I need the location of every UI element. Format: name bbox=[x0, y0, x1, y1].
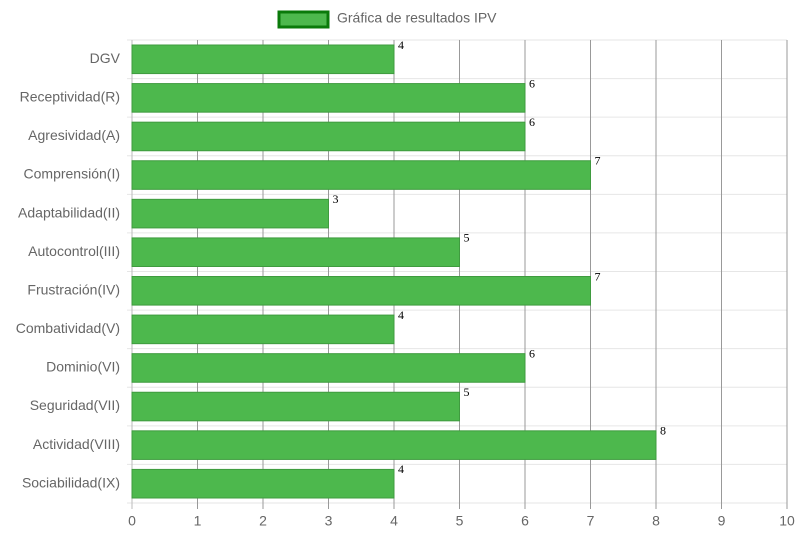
y-tick-label: Sociabilidad(IX) bbox=[22, 474, 120, 490]
y-tick-label: Frustración(IV) bbox=[27, 281, 120, 297]
data-label: 6 bbox=[529, 115, 535, 129]
y-tick-label: DGV bbox=[90, 50, 121, 66]
legend-label[interactable]: Gráfica de resultados IPV bbox=[337, 10, 497, 26]
x-tick-label: 1 bbox=[194, 513, 202, 529]
data-label: 4 bbox=[398, 38, 404, 52]
x-tick-label: 3 bbox=[325, 513, 333, 529]
x-tick-label: 10 bbox=[779, 513, 795, 529]
x-tick-label: 2 bbox=[259, 513, 267, 529]
bar bbox=[131, 314, 395, 345]
data-label: 5 bbox=[464, 231, 470, 245]
data-label: 6 bbox=[529, 346, 535, 360]
y-tick-label: Comprensión(I) bbox=[24, 166, 120, 182]
x-tick-label: 6 bbox=[521, 513, 529, 529]
legend-swatch[interactable] bbox=[277, 10, 330, 29]
data-label: 7 bbox=[595, 154, 601, 168]
y-tick-label: Receptividad(R) bbox=[20, 89, 120, 105]
bar bbox=[131, 353, 526, 383]
data-label: 4 bbox=[398, 308, 404, 322]
bar bbox=[131, 198, 329, 229]
data-label: 5 bbox=[464, 385, 470, 399]
y-tick-label: Actividad(VIII) bbox=[33, 436, 120, 452]
x-tick-label: 4 bbox=[390, 513, 398, 529]
x-tick-label: 8 bbox=[652, 513, 660, 529]
bar bbox=[131, 83, 526, 113]
bar bbox=[131, 121, 526, 152]
data-label: 4 bbox=[398, 462, 404, 476]
bar bbox=[131, 391, 460, 422]
y-tick-label: Autocontrol(III) bbox=[28, 243, 120, 259]
bar bbox=[131, 276, 591, 306]
x-tick-label: 7 bbox=[587, 513, 595, 529]
data-label: 8 bbox=[660, 424, 666, 438]
data-label: 3 bbox=[333, 192, 339, 206]
data-label: 6 bbox=[529, 76, 535, 90]
data-label: 7 bbox=[595, 269, 601, 283]
x-tick-label: 9 bbox=[718, 513, 726, 529]
x-tick-label: 0 bbox=[128, 513, 136, 529]
x-tick-label: 5 bbox=[456, 513, 464, 529]
y-tick-label: Combatividad(V) bbox=[16, 320, 120, 336]
bar bbox=[131, 237, 460, 268]
bar bbox=[131, 430, 657, 460]
y-tick-label: Agresividad(A) bbox=[28, 127, 120, 143]
y-tick-label: Dominio(VI) bbox=[46, 359, 120, 375]
bar bbox=[131, 160, 591, 190]
bar bbox=[131, 44, 395, 75]
y-tick-label: Adaptabilidad(II) bbox=[18, 204, 120, 220]
bar bbox=[131, 468, 395, 499]
y-tick-label: Seguridad(VII) bbox=[30, 397, 120, 413]
